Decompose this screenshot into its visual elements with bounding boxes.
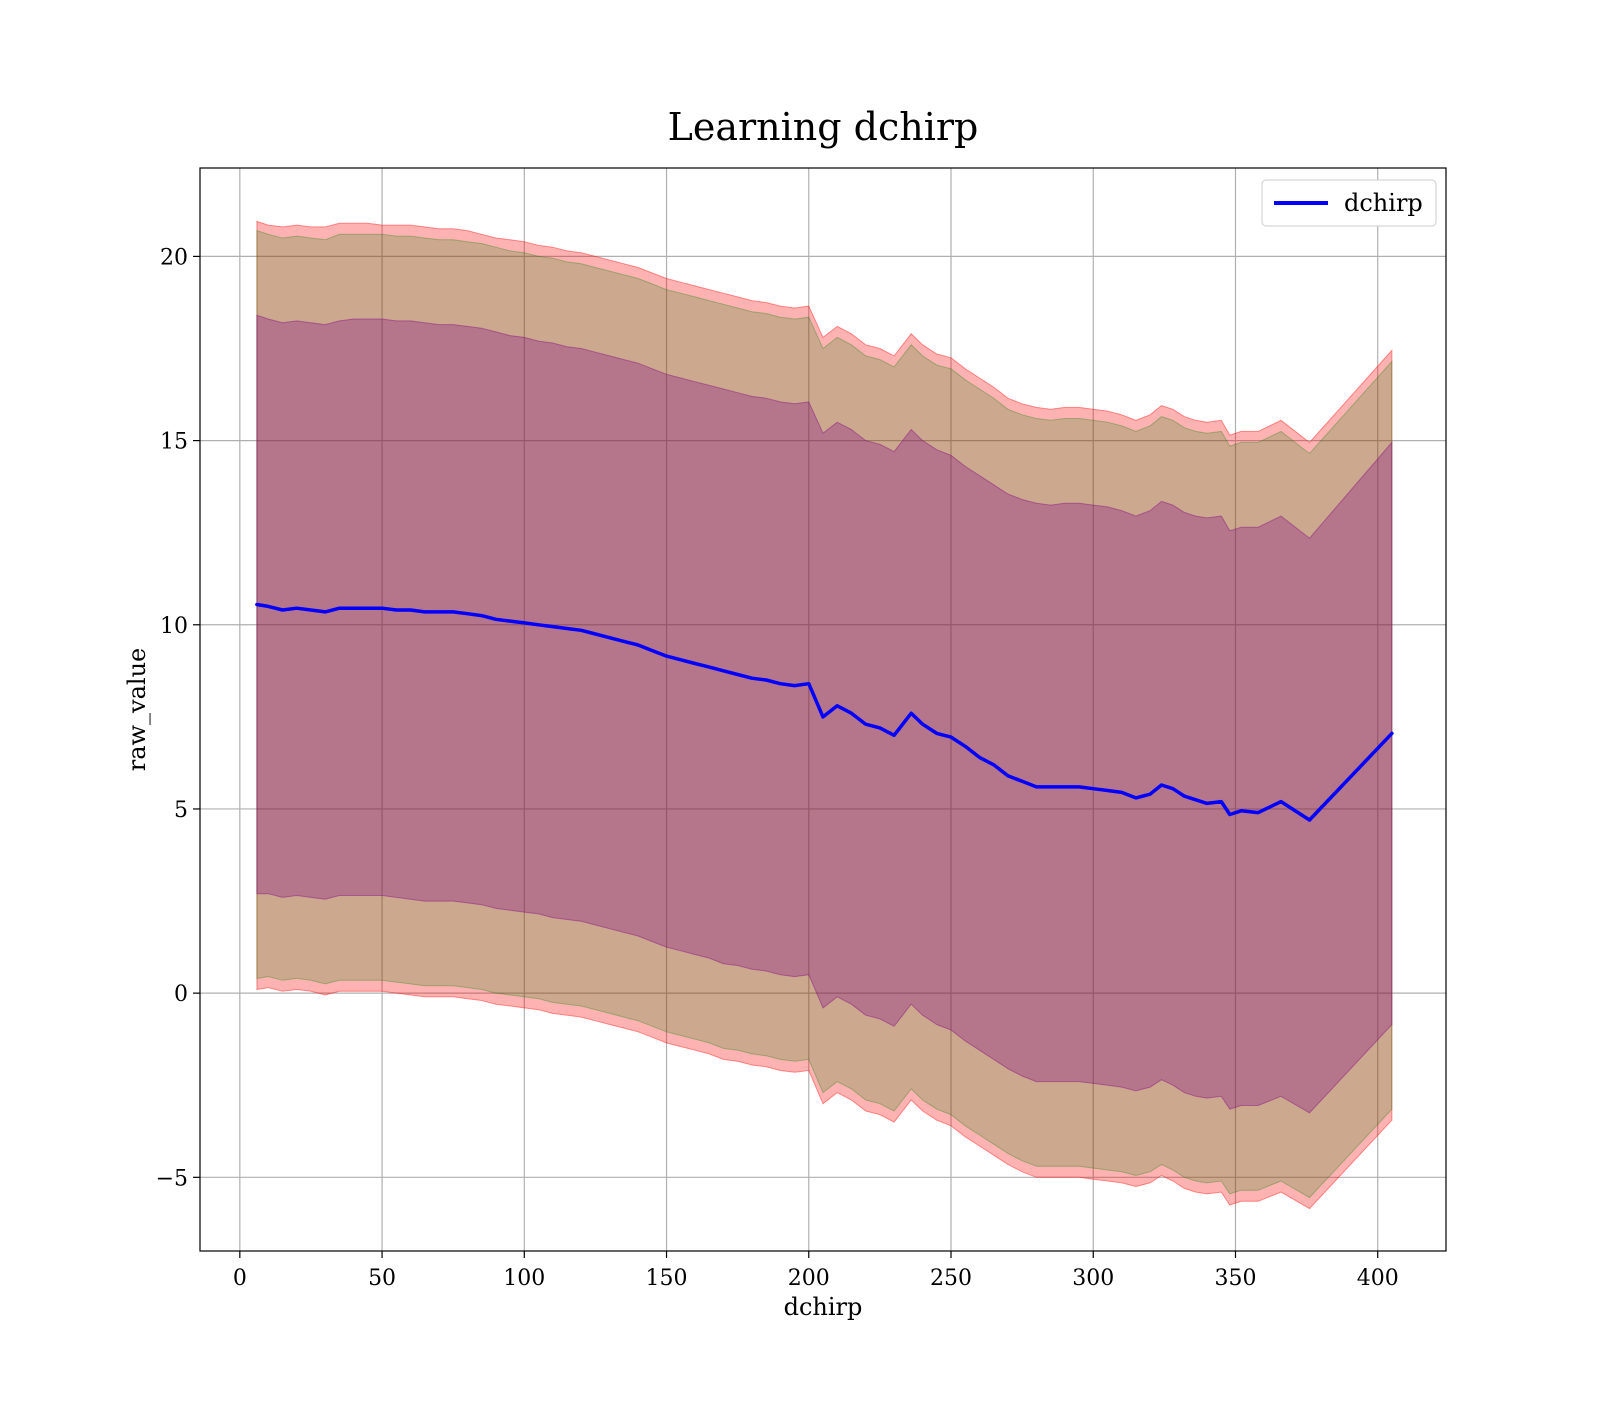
legend-box bbox=[1261, 179, 1437, 227]
x-tick-label: 200 bbox=[788, 1266, 830, 1291]
legend: dchirp bbox=[1261, 179, 1437, 227]
chart-title: Learning dchirp bbox=[668, 105, 979, 149]
y-tick-label: 5 bbox=[174, 798, 188, 823]
series-line-dchirp bbox=[255, 602, 1394, 822]
x-tick-label: 400 bbox=[1357, 1266, 1399, 1291]
y-axis-label: raw_value bbox=[123, 648, 151, 772]
y-tick-label: 10 bbox=[160, 614, 188, 639]
x-tick-label: 300 bbox=[1072, 1266, 1114, 1291]
series-lines bbox=[255, 602, 1394, 822]
x-tick-label: 100 bbox=[503, 1266, 545, 1291]
axis-ticks: 0 50 100 150 200 250 300 350 400 −5 0 5 10 15 20 bbox=[156, 245, 1399, 1291]
x-tick-label: 50 bbox=[368, 1266, 396, 1291]
legend-label: dchirp bbox=[1344, 189, 1423, 217]
y-tick-label: 15 bbox=[160, 430, 188, 455]
x-tick-label: 250 bbox=[930, 1266, 972, 1291]
x-axis-label: dchirp bbox=[784, 1293, 863, 1321]
grid-layer bbox=[200, 168, 1446, 1251]
y-tick-label: −5 bbox=[156, 1166, 188, 1191]
x-tick-label: 150 bbox=[646, 1266, 688, 1291]
y-tick-label: 0 bbox=[174, 982, 188, 1007]
x-tick-label: 0 bbox=[233, 1266, 247, 1291]
x-tick-label: 350 bbox=[1214, 1266, 1256, 1291]
plot-area-frame bbox=[199, 167, 1447, 1252]
y-tick-label: 20 bbox=[160, 245, 188, 270]
